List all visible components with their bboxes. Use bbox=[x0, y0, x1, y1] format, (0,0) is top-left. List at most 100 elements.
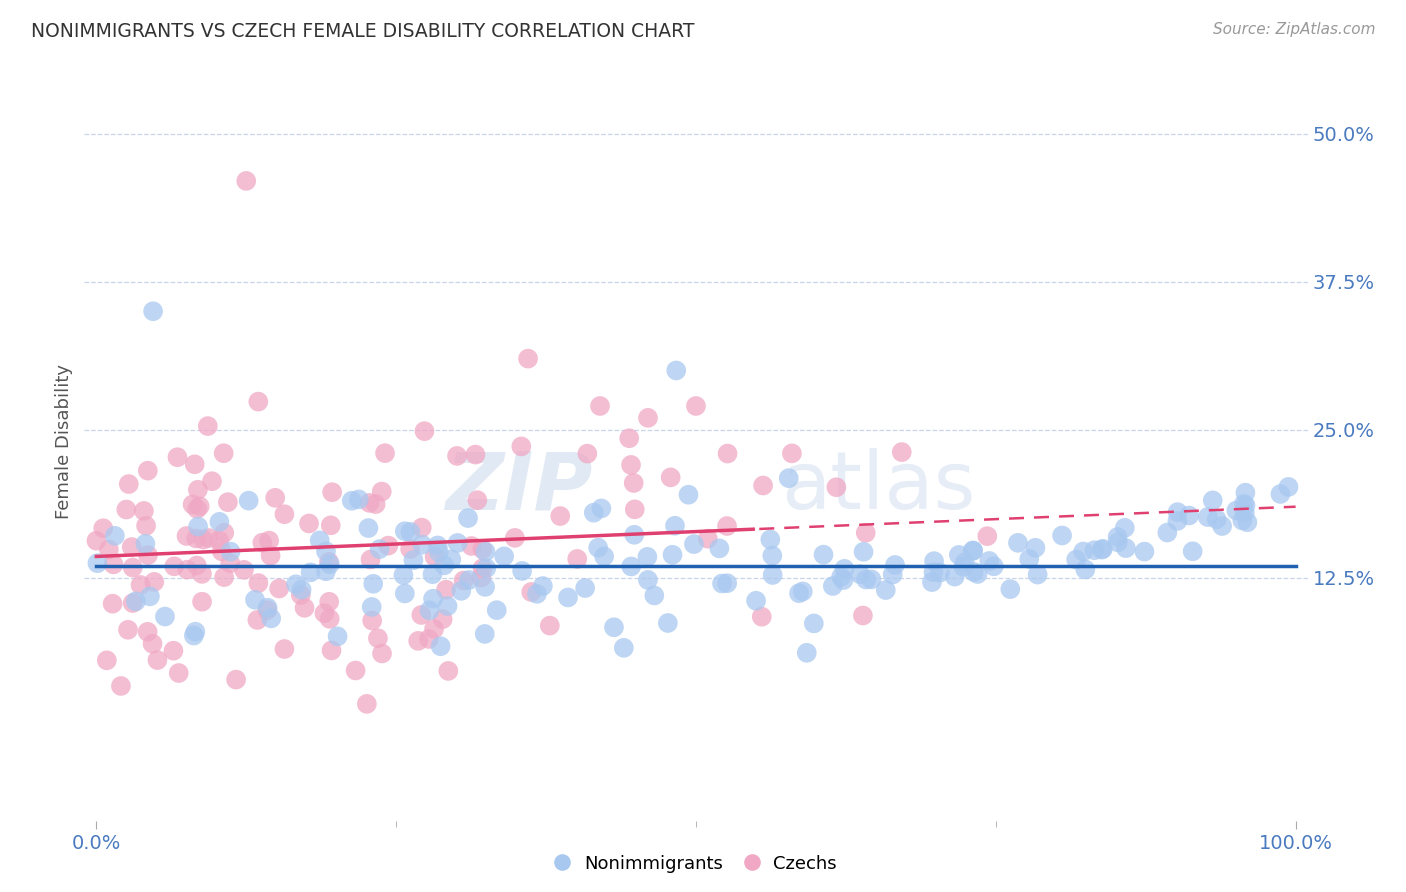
Point bbox=[318, 595, 340, 609]
Point bbox=[361, 614, 384, 628]
Point bbox=[399, 524, 422, 539]
Point bbox=[191, 566, 214, 581]
Point bbox=[217, 495, 239, 509]
Point bbox=[855, 525, 877, 540]
Point bbox=[117, 623, 139, 637]
Point bbox=[326, 629, 349, 643]
Point bbox=[538, 618, 561, 632]
Point bbox=[315, 544, 337, 558]
Point bbox=[875, 583, 897, 598]
Point bbox=[191, 595, 214, 609]
Point bbox=[315, 564, 337, 578]
Point bbox=[1000, 582, 1022, 596]
Point bbox=[830, 570, 852, 584]
Point bbox=[422, 567, 444, 582]
Point bbox=[429, 639, 451, 653]
Point bbox=[745, 593, 768, 607]
Point bbox=[101, 597, 124, 611]
Point bbox=[929, 566, 952, 580]
Point bbox=[620, 559, 643, 574]
Point bbox=[1197, 510, 1219, 524]
Point bbox=[186, 558, 208, 573]
Point bbox=[1107, 530, 1129, 544]
Text: atlas: atlas bbox=[782, 448, 976, 526]
Point bbox=[1236, 515, 1258, 529]
Point bbox=[96, 653, 118, 667]
Point bbox=[121, 540, 143, 554]
Point bbox=[761, 549, 783, 563]
Point bbox=[406, 633, 429, 648]
Point bbox=[162, 643, 184, 657]
Point bbox=[450, 583, 472, 598]
Point bbox=[657, 615, 679, 630]
Point bbox=[427, 545, 450, 559]
Point bbox=[1211, 519, 1233, 533]
Point bbox=[294, 600, 316, 615]
Point bbox=[314, 606, 336, 620]
Point bbox=[238, 493, 260, 508]
Point bbox=[110, 679, 132, 693]
Point bbox=[1083, 543, 1105, 558]
Point bbox=[433, 558, 456, 573]
Point bbox=[548, 509, 571, 524]
Point bbox=[259, 549, 281, 563]
Point bbox=[1026, 567, 1049, 582]
Point bbox=[979, 554, 1001, 568]
Point bbox=[260, 611, 283, 625]
Point bbox=[849, 567, 872, 582]
Point bbox=[186, 532, 208, 546]
Point bbox=[796, 646, 818, 660]
Point bbox=[752, 478, 775, 492]
Point bbox=[181, 498, 204, 512]
Point bbox=[623, 502, 645, 516]
Point bbox=[620, 458, 643, 472]
Point bbox=[510, 439, 533, 453]
Point bbox=[247, 394, 270, 409]
Point bbox=[356, 697, 378, 711]
Point bbox=[1064, 552, 1087, 566]
Point bbox=[419, 603, 441, 617]
Point bbox=[440, 552, 463, 566]
Point bbox=[432, 612, 454, 626]
Point bbox=[922, 565, 945, 579]
Point bbox=[1007, 536, 1029, 550]
Point bbox=[374, 446, 396, 460]
Point bbox=[136, 624, 159, 639]
Point bbox=[963, 565, 986, 579]
Point bbox=[347, 492, 370, 507]
Point bbox=[141, 637, 163, 651]
Point bbox=[153, 609, 176, 624]
Point bbox=[252, 535, 274, 549]
Point bbox=[321, 643, 343, 657]
Point bbox=[103, 558, 125, 572]
Point bbox=[716, 519, 738, 533]
Point bbox=[803, 616, 825, 631]
Text: Source: ZipAtlas.com: Source: ZipAtlas.com bbox=[1212, 22, 1375, 37]
Point bbox=[411, 521, 433, 535]
Point bbox=[623, 528, 645, 542]
Point bbox=[318, 612, 340, 626]
Point bbox=[371, 647, 394, 661]
Point bbox=[121, 560, 143, 574]
Point bbox=[256, 600, 278, 615]
Point bbox=[464, 448, 486, 462]
Point bbox=[1133, 544, 1156, 558]
Point bbox=[269, 582, 291, 596]
Point bbox=[475, 561, 498, 575]
Point bbox=[183, 628, 205, 642]
Point bbox=[860, 573, 883, 587]
Point bbox=[1166, 514, 1188, 528]
Point bbox=[264, 491, 287, 505]
Point bbox=[298, 516, 321, 531]
Point bbox=[613, 640, 636, 655]
Point bbox=[526, 587, 548, 601]
Point bbox=[437, 664, 460, 678]
Point bbox=[637, 410, 659, 425]
Point bbox=[832, 573, 855, 587]
Point bbox=[834, 562, 856, 576]
Point bbox=[364, 497, 387, 511]
Point bbox=[623, 475, 645, 490]
Point bbox=[163, 559, 186, 574]
Point bbox=[1091, 542, 1114, 557]
Point bbox=[943, 569, 966, 583]
